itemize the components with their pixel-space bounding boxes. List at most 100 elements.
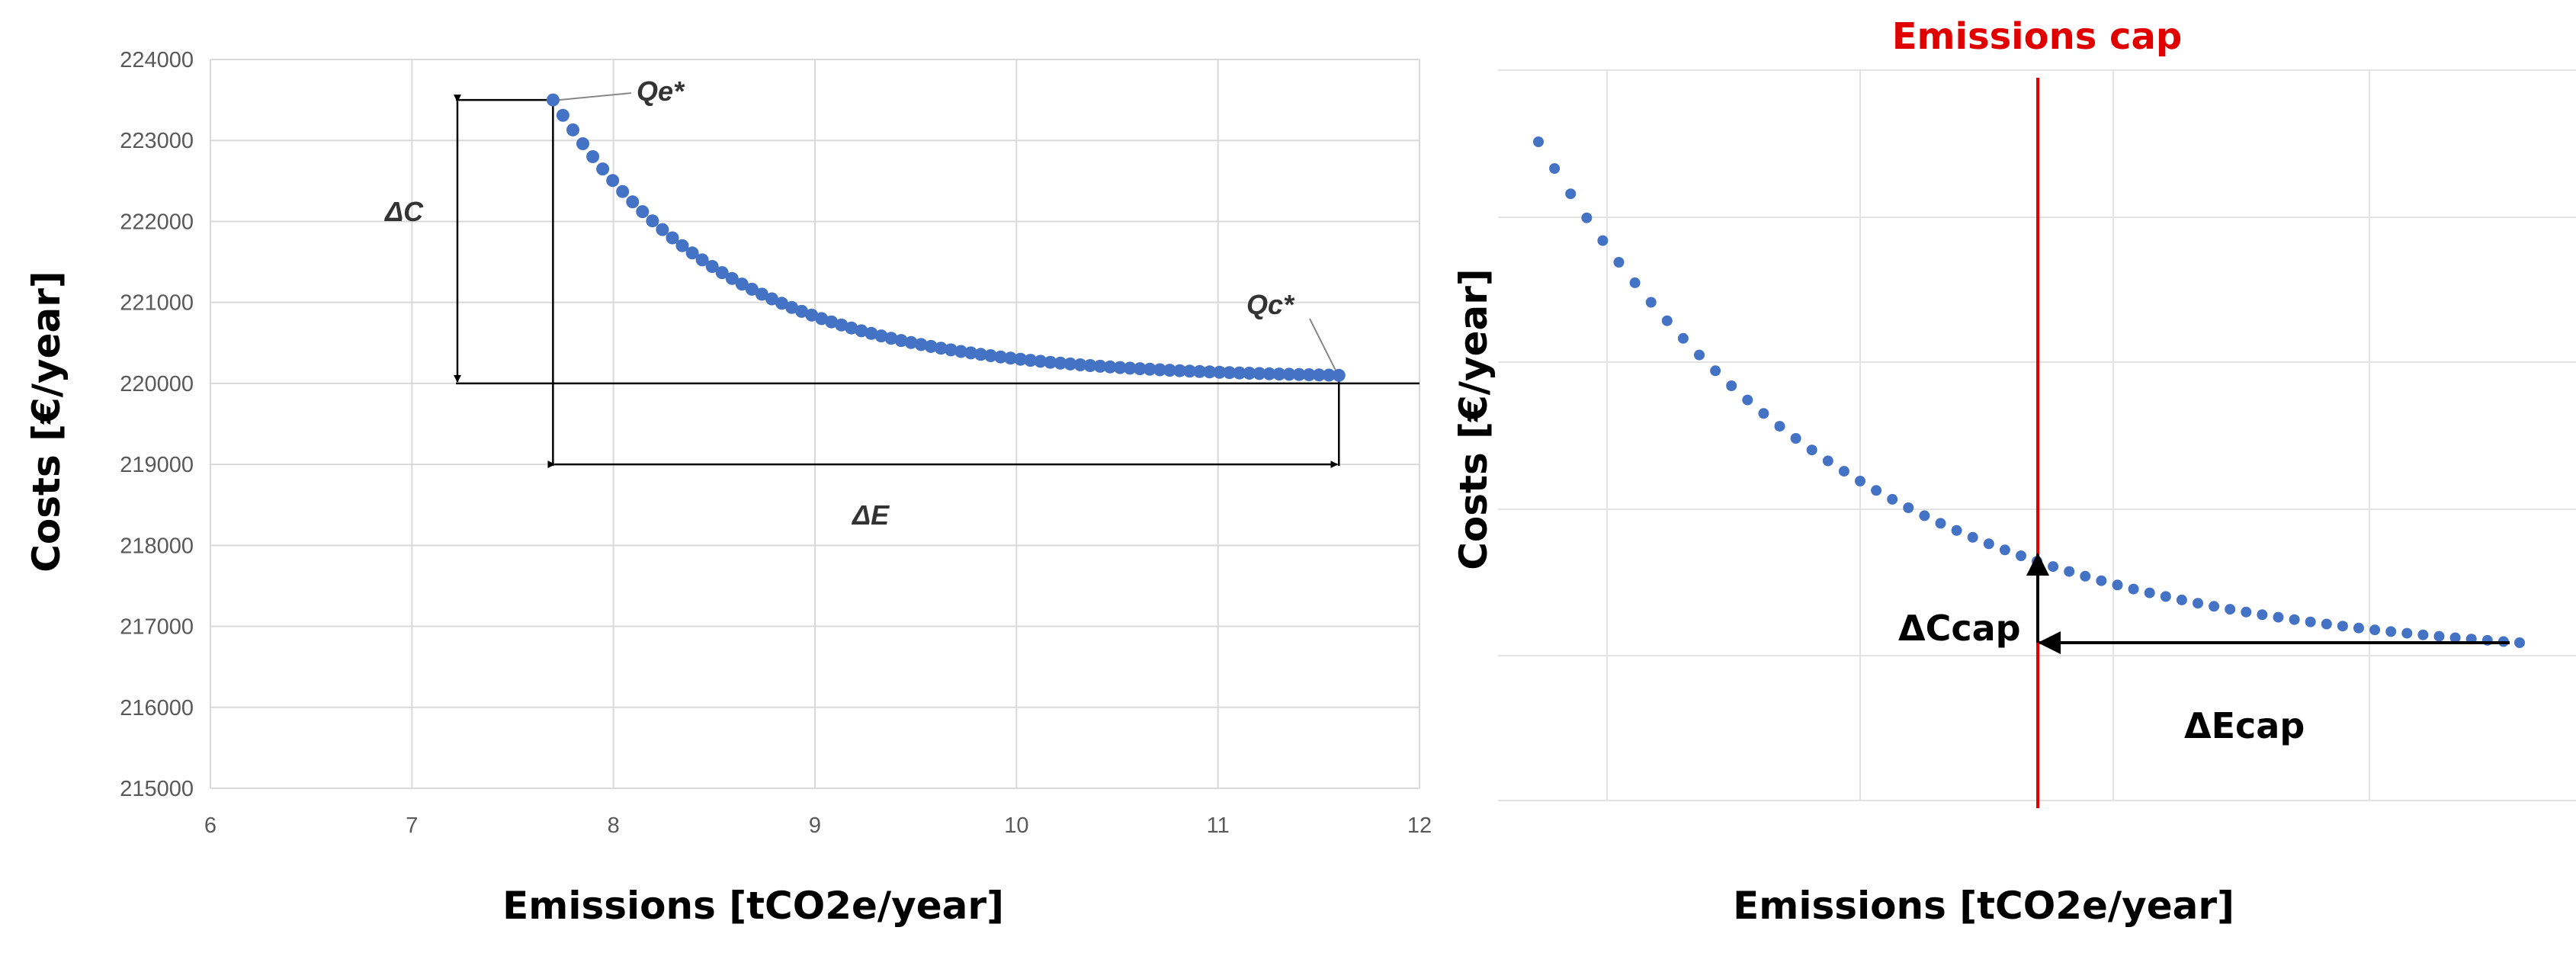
data-series bbox=[1533, 136, 2525, 648]
y-tick-label: 221000 bbox=[120, 291, 194, 316]
data-series bbox=[546, 93, 1346, 382]
data-point bbox=[884, 332, 898, 345]
annotation-delta-ecap: ΔEcap bbox=[2184, 705, 2305, 746]
data-point bbox=[894, 334, 908, 348]
data-point bbox=[1581, 212, 1593, 223]
data-point bbox=[1024, 354, 1038, 367]
data-point bbox=[954, 345, 967, 358]
data-point bbox=[656, 223, 669, 236]
data-point bbox=[2321, 618, 2332, 630]
data-point bbox=[566, 123, 579, 136]
data-point bbox=[685, 246, 699, 260]
data-point bbox=[2193, 598, 2203, 609]
data-point bbox=[775, 297, 788, 310]
data-point bbox=[1272, 367, 1286, 381]
x-axis-title: Emissions [tCO2e/year] bbox=[502, 884, 1004, 928]
data-point bbox=[616, 185, 630, 198]
data-point bbox=[2514, 637, 2525, 648]
data-point bbox=[1758, 408, 1769, 419]
data-point bbox=[914, 338, 928, 351]
data-point bbox=[1951, 525, 1962, 536]
y-tick-labels: 215000 216000 217000 218000 219000 220000 2210… bbox=[120, 48, 194, 801]
chart-costs-vs-emissions: 215000 216000 217000 218000 219000 220000 2210… bbox=[24, 48, 1432, 928]
data-point bbox=[2433, 631, 2445, 642]
data-point bbox=[1806, 444, 1817, 456]
data-point bbox=[1629, 277, 1641, 288]
data-point bbox=[1597, 235, 1609, 246]
data-point bbox=[1661, 315, 1673, 326]
data-point bbox=[1123, 361, 1137, 375]
y-tick-label: 219000 bbox=[120, 453, 194, 477]
data-point bbox=[2176, 594, 2187, 605]
data-point bbox=[1044, 355, 1057, 369]
y-tick-label: 220000 bbox=[120, 372, 194, 396]
data-point bbox=[2016, 550, 2026, 561]
data-point bbox=[2385, 626, 2397, 637]
y-axis-title: Costs [€/year] bbox=[1452, 268, 1496, 570]
data-point bbox=[1887, 493, 1898, 505]
data-point bbox=[815, 312, 829, 326]
data-point bbox=[2112, 579, 2123, 591]
data-point bbox=[805, 308, 819, 322]
data-point bbox=[1322, 368, 1336, 382]
data-point bbox=[606, 174, 620, 188]
data-point bbox=[994, 350, 1008, 364]
data-point bbox=[1034, 355, 1047, 368]
data-point bbox=[2289, 614, 2300, 625]
data-point bbox=[1153, 363, 1166, 377]
data-point bbox=[666, 231, 679, 245]
data-point bbox=[2257, 609, 2268, 621]
annotation-delta-e: ΔE bbox=[851, 499, 890, 531]
data-point bbox=[1243, 367, 1256, 380]
data-point bbox=[1282, 367, 1296, 381]
data-point bbox=[2337, 621, 2348, 632]
y-axis-title: Costs [€/year] bbox=[24, 271, 69, 573]
y-tick-label: 223000 bbox=[120, 129, 194, 153]
data-point bbox=[1312, 368, 1326, 382]
data-point bbox=[2273, 611, 2284, 623]
annotation-qc: Qc* bbox=[1246, 289, 1295, 320]
data-point bbox=[1903, 502, 1914, 513]
annotation-lines bbox=[454, 92, 1420, 469]
x-tick-label: 11 bbox=[1207, 813, 1230, 838]
data-point bbox=[556, 108, 569, 122]
chart-title: Emissions cap bbox=[1892, 15, 2182, 58]
data-point bbox=[1790, 433, 1801, 444]
data-point bbox=[1004, 351, 1018, 365]
annotation-delta-ccap: ΔCcap bbox=[1898, 608, 2021, 649]
data-point bbox=[765, 292, 778, 306]
data-point bbox=[2128, 583, 2139, 595]
data-point bbox=[1645, 297, 1657, 308]
data-point bbox=[646, 214, 659, 228]
data-point bbox=[2369, 624, 2381, 636]
data-point bbox=[1063, 357, 1077, 371]
x-tick-label: 6 bbox=[204, 813, 217, 838]
data-point bbox=[934, 342, 948, 355]
data-point bbox=[1549, 163, 1561, 174]
data-point bbox=[695, 253, 709, 267]
data-point bbox=[1193, 364, 1207, 378]
data-point bbox=[745, 282, 759, 296]
data-point bbox=[546, 93, 560, 107]
data-point bbox=[2225, 604, 2236, 615]
x-axis-title: Emissions [tCO2e/year] bbox=[1733, 884, 2234, 928]
data-point bbox=[1983, 538, 1994, 550]
data-point bbox=[1332, 368, 1346, 382]
x-tick-label: 10 bbox=[1004, 813, 1028, 838]
data-point bbox=[2064, 566, 2075, 577]
data-point bbox=[1742, 394, 1753, 406]
data-point bbox=[2305, 616, 2316, 627]
data-point bbox=[1533, 136, 1544, 147]
data-point bbox=[1677, 332, 1689, 344]
data-point bbox=[974, 348, 987, 361]
x-tick-label: 12 bbox=[1407, 813, 1432, 838]
y-tick-label: 217000 bbox=[120, 615, 194, 640]
data-point bbox=[1014, 352, 1028, 366]
data-point bbox=[596, 162, 610, 176]
data-point bbox=[715, 266, 729, 280]
data-point bbox=[1999, 544, 2010, 556]
data-point bbox=[1203, 365, 1217, 379]
data-point bbox=[576, 137, 589, 150]
